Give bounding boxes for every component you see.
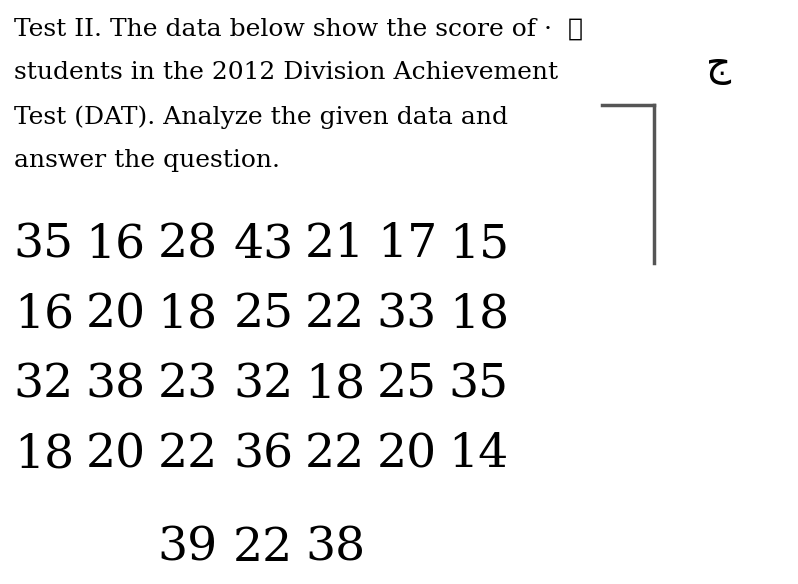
Text: 22: 22: [233, 526, 294, 571]
Text: 18: 18: [14, 432, 74, 478]
Text: 18: 18: [157, 292, 218, 338]
Text: 38: 38: [305, 526, 365, 571]
Text: 25: 25: [233, 292, 294, 338]
Text: 38: 38: [85, 362, 146, 408]
Text: 35: 35: [448, 362, 509, 408]
Text: 20: 20: [85, 432, 146, 478]
Text: 20: 20: [85, 292, 146, 338]
Text: 28: 28: [157, 222, 218, 267]
Text: 33: 33: [377, 292, 437, 338]
Text: Test II. The data below show the score of ·  ج: Test II. The data below show the score o…: [14, 18, 583, 40]
Text: 22: 22: [157, 432, 218, 478]
Text: ج: ج: [706, 47, 731, 85]
Text: 36: 36: [233, 432, 294, 478]
Text: 22: 22: [305, 432, 365, 478]
Text: 15: 15: [448, 222, 509, 267]
Text: 18: 18: [448, 292, 509, 338]
Text: 20: 20: [377, 432, 437, 478]
Text: 32: 32: [14, 362, 74, 408]
Text: 17: 17: [377, 222, 437, 267]
Text: 35: 35: [14, 222, 74, 267]
Text: 16: 16: [85, 222, 146, 267]
Text: 39: 39: [157, 526, 218, 571]
Text: 21: 21: [305, 222, 365, 267]
Text: 43: 43: [233, 222, 294, 267]
Text: 23: 23: [157, 362, 218, 408]
Text: Test (DAT). Analyze the given data and: Test (DAT). Analyze the given data and: [14, 105, 508, 128]
Text: 25: 25: [377, 362, 437, 408]
Text: answer the question.: answer the question.: [14, 149, 280, 172]
Text: students in the 2012 Division Achievement: students in the 2012 Division Achievemen…: [14, 61, 559, 84]
Text: 18: 18: [305, 362, 365, 408]
Text: 16: 16: [14, 292, 74, 338]
Text: 32: 32: [233, 362, 294, 408]
Text: 22: 22: [305, 292, 365, 338]
Text: 14: 14: [448, 432, 509, 478]
